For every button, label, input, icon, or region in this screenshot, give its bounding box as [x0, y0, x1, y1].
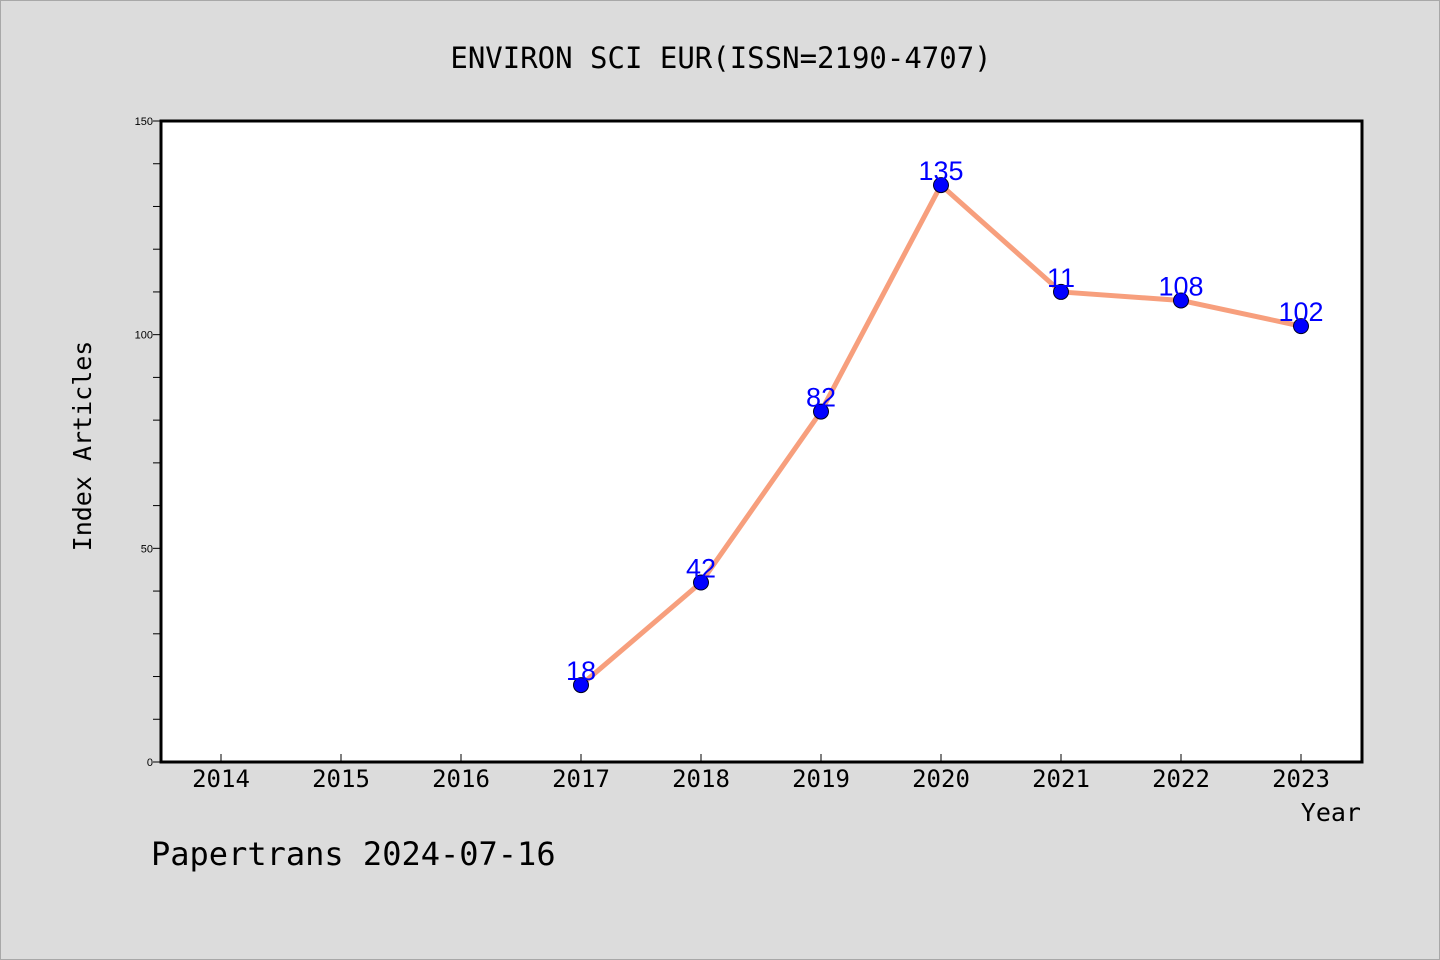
- x-tick-label: 2023: [1272, 765, 1330, 793]
- x-axis-ticks: 2014 2015 2016 2017 2018 2019 2020 2021 2022 2023: [192, 754, 1330, 793]
- data-point: [693, 574, 709, 591]
- x-tick-label: 2022: [1152, 765, 1210, 793]
- data-label: 135: [918, 156, 963, 186]
- data-point: [1053, 283, 1069, 300]
- data-label: 18: [566, 656, 596, 686]
- data-point: [1173, 292, 1189, 309]
- x-tick-label: 2017: [552, 765, 610, 793]
- plot-area: [159, 119, 1364, 764]
- data-label: 102: [1278, 297, 1323, 327]
- data-label: 82: [806, 383, 836, 413]
- x-tick-label: 2015: [312, 765, 370, 793]
- footer-credit: Papertrans 2024-07-16: [151, 835, 556, 873]
- x-tick-label: 2020: [912, 765, 970, 793]
- y-tick-label: 150: [135, 116, 153, 128]
- data-point: [813, 403, 829, 420]
- data-label: 11: [1047, 263, 1075, 293]
- y-axis-label: Index Articles: [68, 341, 97, 552]
- x-tick-label: 2016: [432, 765, 490, 793]
- x-tick-label: 2019: [792, 765, 850, 793]
- y-tick-label: 100: [135, 330, 153, 342]
- x-tick-label: 2018: [672, 765, 730, 793]
- data-point: [933, 177, 949, 194]
- x-tick-label: 2021: [1032, 765, 1090, 793]
- chart-title: ENVIRON SCI EUR(ISSN=2190-4707): [450, 41, 991, 75]
- data-point: [573, 677, 589, 694]
- data-label: 42: [686, 554, 716, 584]
- x-tick-label: 2014: [192, 765, 250, 793]
- series-layer: 18 42 82 135 11 108 102: [566, 156, 1324, 694]
- y-axis-ticks: 0 50 100 150: [135, 116, 161, 769]
- data-label: 108: [1158, 271, 1203, 301]
- y-tick-label: 50: [141, 543, 153, 555]
- y-tick-label: 0: [147, 757, 153, 769]
- data-point: [1293, 318, 1309, 335]
- x-axis-label: Year: [1301, 798, 1361, 827]
